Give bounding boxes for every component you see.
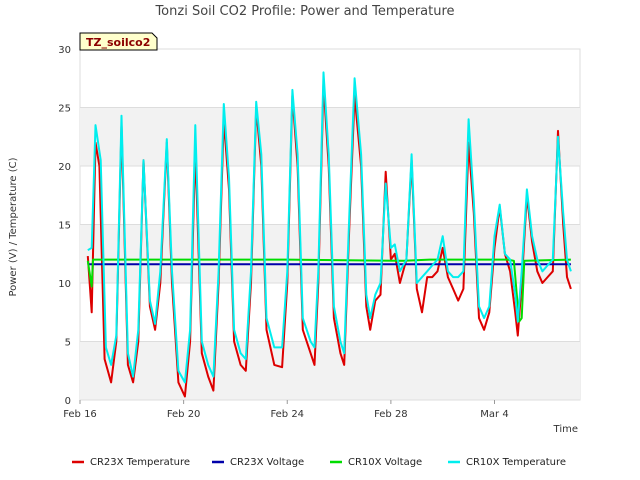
legend-label: CR10X Voltage: [348, 457, 422, 468]
site-label: TZ_soilco2: [86, 36, 150, 49]
y-tick-label: 25: [58, 104, 71, 115]
y-tick-label: 10: [58, 279, 71, 290]
x-axis-label: Time: [553, 424, 578, 435]
x-tick-label: Feb 20: [167, 409, 201, 420]
series-layer: [86, 71, 572, 398]
x-tick-label: Feb 24: [270, 409, 304, 420]
y-axis: 0 5 10 15 20 25 30: [58, 45, 71, 407]
y-tick-label: 5: [65, 338, 71, 349]
grid-band: [80, 341, 580, 400]
y-tick-label: 30: [58, 45, 71, 56]
x-tick-label: Feb 28: [374, 409, 408, 420]
y-tick-label: 20: [58, 162, 71, 173]
chart-title: Tonzi Soil CO2 Profile: Power and Temper…: [154, 4, 454, 19]
x-axis: Feb 16 Feb 20 Feb 24 Feb 28 Mar 4: [63, 400, 509, 420]
series-line-cr10x-temperature: [87, 71, 572, 384]
y-tick-label: 15: [58, 221, 71, 232]
y-axis-label: Power (V) / Temperature (C): [8, 157, 19, 296]
legend-label: CR23X Voltage: [230, 457, 304, 468]
x-tick-label: Mar 4: [480, 409, 508, 420]
series-line-cr10x-voltage: [86, 258, 571, 323]
legend-label: CR23X Temperature: [90, 457, 190, 468]
grid-band: [80, 107, 580, 166]
legend: CR23X Temperature CR23X Voltage CR10X Volt…: [72, 457, 566, 468]
site-label-box: TZ_soilco2: [79, 32, 158, 51]
x-tick-label: Feb 16: [63, 409, 97, 420]
y-tick-label: 0: [65, 396, 71, 407]
legend-label: CR10X Temperature: [466, 457, 566, 468]
